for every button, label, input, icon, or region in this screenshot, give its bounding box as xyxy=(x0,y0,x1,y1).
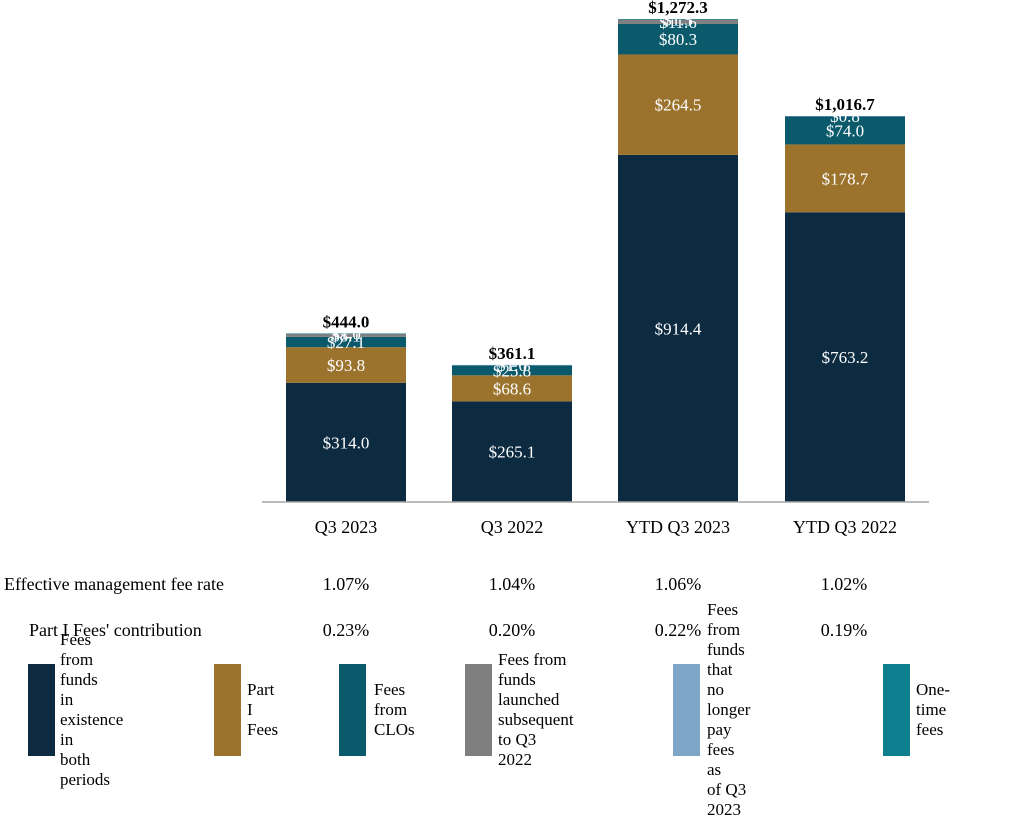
bar-segment-fees-from-clos xyxy=(618,23,738,55)
data-label: $1.6 xyxy=(497,356,527,375)
legend-swatch xyxy=(465,664,492,756)
data-label: $11.6 xyxy=(659,13,697,32)
category-label: Q3 2022 xyxy=(481,517,544,537)
stat-label-part-i-contribution: Part I Fees' contribution xyxy=(29,620,202,640)
data-label: $8.1 xyxy=(331,326,361,345)
bar-segment-fees-from-funds-launched-subsequent-to-q3-2022 xyxy=(286,333,406,337)
legend-swatch xyxy=(28,664,55,756)
bar-segment-fees-from-funds-launched-subsequent-to-q3-2022 xyxy=(618,19,738,24)
data-label: $1.5 xyxy=(663,10,693,29)
total-label: $444.0 xyxy=(323,312,370,331)
legend-label: One-time fees xyxy=(916,680,950,739)
legend-label: Fees from funds launched subsequent to Q… xyxy=(498,650,574,769)
data-label: $314.0 xyxy=(323,433,370,452)
bar-segment-part-i-fees xyxy=(452,375,572,402)
data-label: $74.0 xyxy=(826,121,864,140)
stat-row-management-fee-rate: Effective management fee rate 1.07% 1.04… xyxy=(0,572,1035,618)
bar-segment-fees-from-funds-in-existence-in-both-periods xyxy=(452,401,572,502)
bar-segment-fees-from-funds-that-no-longer-pay-fees-as-of-q3-2023 xyxy=(452,364,572,366)
data-label: $265.1 xyxy=(489,443,536,462)
legend-label: Part I Fees xyxy=(247,680,279,739)
data-label: $763.2 xyxy=(822,348,869,367)
stacked-bar-chart: $314.0 $93.8 $27.1$8.1$1.0$444.0 $265.1 $68.… xyxy=(262,0,929,537)
data-label: $1.0 xyxy=(331,325,361,344)
total-label: $1,272.3 xyxy=(648,0,708,17)
data-label: $178.7 xyxy=(822,169,869,188)
legend-swatch xyxy=(883,664,910,756)
legend-swatch xyxy=(673,664,700,756)
data-label: $264.5 xyxy=(655,96,702,115)
data-label: $914.4 xyxy=(655,319,702,338)
stat-label-management-fee-rate: Effective management fee rate xyxy=(4,574,225,594)
data-label: $0.8 xyxy=(830,107,860,126)
bar-segment-part-i-fees xyxy=(286,347,406,383)
category-labels: Q3 2023 Q3 2022 YTD Q3 2023 YTD Q3 2022 xyxy=(315,517,897,537)
bar-segment-fees-from-clos xyxy=(286,336,406,348)
bar-segment-fees-from-funds-in-existence-in-both-periods xyxy=(618,154,738,503)
bar-segment-fees-from-clos xyxy=(785,116,905,145)
stat-value: 1.04% xyxy=(488,574,536,594)
stat-value: 0.22% xyxy=(654,620,702,640)
stat-value: 0.20% xyxy=(488,620,536,640)
bar-segment-fees-from-funds-in-existence-in-both-periods xyxy=(286,382,406,502)
stat-value: 0.23% xyxy=(322,620,370,640)
bars-group: $314.0 $93.8 $27.1$8.1$1.0$444.0 $265.1 $68.… xyxy=(286,0,905,503)
category-label: Q3 2023 xyxy=(315,517,378,537)
legend-label: Fees from funds that no longer pay fees … xyxy=(707,600,751,819)
total-label: $1,016.7 xyxy=(815,95,875,114)
bar-segment-part-i-fees xyxy=(618,54,738,155)
data-label: $93.8 xyxy=(327,356,365,375)
bar-segment-one-time-fees xyxy=(286,333,406,334)
data-label: $27.1 xyxy=(327,333,365,352)
stat-value: 0.19% xyxy=(820,620,868,640)
stat-value: 1.07% xyxy=(322,574,370,594)
stat-value: 1.02% xyxy=(820,574,868,594)
legend-swatch xyxy=(214,664,241,756)
bar-segment-one-time-fees xyxy=(618,19,738,20)
legend-swatch xyxy=(339,664,366,756)
stat-value: 1.06% xyxy=(654,574,702,594)
bar-segment-fees-from-funds-that-no-longer-pay-fees-as-of-q3-2023 xyxy=(785,116,905,117)
category-label: YTD Q3 2022 xyxy=(793,517,897,537)
data-label: $68.6 xyxy=(493,379,531,398)
stat-row-part-i-contribution: Part I Fees' contribution 0.23% 0.20% 0.… xyxy=(0,618,1035,664)
category-label: YTD Q3 2023 xyxy=(626,517,730,537)
legend-label: Fees from CLOs xyxy=(374,680,415,739)
bar-segment-part-i-fees xyxy=(785,144,905,213)
data-label: $80.3 xyxy=(659,30,697,49)
bar-segment-fees-from-funds-in-existence-in-both-periods xyxy=(785,212,905,503)
stats-table: Effective management fee rate 1.07% 1.04… xyxy=(0,572,1035,664)
bar-segment-fees-from-clos xyxy=(452,365,572,376)
legend-label: Fees from funds in existence in both per… xyxy=(60,630,124,789)
total-label: $361.1 xyxy=(489,344,536,363)
data-label: $25.8 xyxy=(493,361,531,380)
chart-legend: Fees from funds in existence in both per… xyxy=(0,600,1035,819)
